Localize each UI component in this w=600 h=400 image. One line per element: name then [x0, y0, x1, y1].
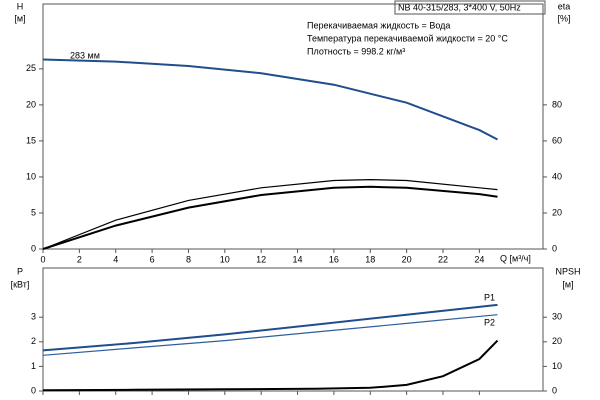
y2-axis-unit: [м] — [562, 279, 573, 289]
y-axis-label: P — [17, 266, 23, 276]
y2-tick-label: 0 — [552, 385, 557, 395]
y2-tick-label: 0 — [552, 243, 557, 253]
x-tick-label: 16 — [329, 254, 339, 264]
x-tick-label: 12 — [256, 254, 266, 264]
y-axis-unit: [кВт] — [11, 279, 30, 289]
plot-frame — [42, 3, 544, 250]
y-tick-label: 5 — [31, 207, 36, 217]
y2-tick-label: 20 — [552, 207, 562, 217]
curve — [42, 185, 498, 250]
y2-tick-label: 80 — [552, 99, 562, 109]
y2-tick-label: 40 — [552, 171, 562, 181]
y-tick-label: 0 — [31, 385, 36, 395]
plot-frame — [42, 267, 544, 392]
series-label: P2 — [484, 317, 495, 327]
y2-axis-unit: [%] — [557, 13, 570, 23]
y2-axis-label: eta — [558, 1, 571, 11]
y2-tick-label: 20 — [552, 336, 562, 346]
y-tick-label: 20 — [26, 99, 36, 109]
y2-tick-label: 60 — [552, 135, 562, 145]
y2-tick-label: 10 — [552, 361, 562, 371]
curve — [42, 314, 498, 356]
x-tick-label: 18 — [365, 254, 375, 264]
curve — [42, 58, 498, 141]
x-tick-label: 22 — [438, 254, 448, 264]
x-tick-label: 24 — [474, 254, 484, 264]
x-tick-label: 4 — [113, 254, 118, 264]
y-axis-label: H — [17, 1, 24, 11]
x-tick-label: 20 — [402, 254, 412, 264]
y-tick-label: 10 — [26, 171, 36, 181]
chart-title: NB 40-315/283, 3*400 V, 50Hz — [398, 2, 521, 12]
x-tick-label: 8 — [186, 254, 191, 264]
y2-axis-label: NPSH — [555, 266, 580, 276]
curve — [42, 339, 499, 392]
y2-tick-label: 30 — [552, 312, 562, 322]
info-line: Плотность = 998.2 кг/м³ — [307, 46, 405, 56]
y-tick-label: 25 — [26, 63, 36, 73]
y-tick-label: 0 — [31, 243, 36, 253]
curve — [42, 303, 498, 352]
y-tick-label: 15 — [26, 135, 36, 145]
x-tick-label: 14 — [293, 254, 303, 264]
x-tick-label: 0 — [40, 254, 45, 264]
x-tick-label: 2 — [77, 254, 82, 264]
x-axis-label: Q [м³/ч] — [500, 253, 531, 263]
y-tick-label: 2 — [31, 336, 36, 346]
x-tick-label: 6 — [150, 254, 155, 264]
info-line: Температура перекачиваемой жидкости = 20… — [307, 33, 508, 43]
y-axis-unit: [м] — [14, 13, 25, 23]
info-line: Перекачиваемая жидкость = Вода — [307, 20, 450, 30]
title-box — [394, 0, 546, 15]
curve — [42, 178, 498, 250]
x-tick-label: 10 — [220, 254, 230, 264]
annotation: 283 мм — [70, 50, 100, 60]
series-label: P1 — [484, 292, 495, 302]
y-tick-label: 3 — [31, 312, 36, 322]
y-tick-label: 1 — [31, 361, 36, 371]
